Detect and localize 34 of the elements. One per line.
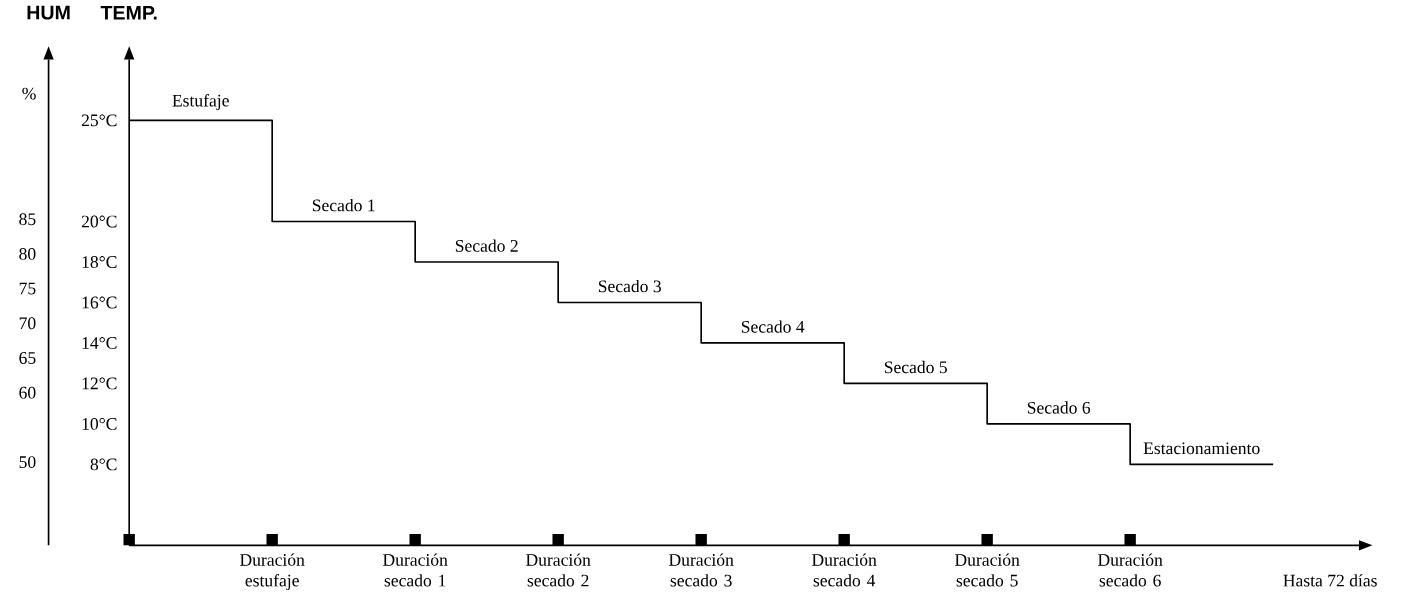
x-tick-label: Duración secado 4: [811, 553, 877, 587]
y2-tick-label: 65: [19, 351, 36, 364]
y2-tick-label: 50: [19, 455, 36, 468]
x-tick-label: Duración secado 5: [954, 553, 1020, 587]
annotation: Secado 1: [312, 198, 375, 212]
x-tick-label: Duración secado 2: [525, 553, 591, 587]
annotation: Secado 6: [1027, 401, 1091, 414]
y-tick-label: 18°C: [82, 255, 117, 268]
y-tick-label: 10°C: [82, 417, 117, 430]
y-tick-label: 16°C: [82, 296, 117, 309]
y2-tick-label: 85: [19, 213, 36, 225]
x-axis-title: Hasta 72 días: [1283, 573, 1377, 587]
y-axis-title: TEMP.: [100, 5, 157, 20]
y2-tick-label: 80: [19, 247, 36, 260]
annotation: Estufaje: [172, 93, 229, 110]
x-tick-label: Duración secado 6: [1097, 553, 1163, 587]
x-tick-label: Duración secado 3: [668, 553, 734, 587]
annotation: Secado 3: [598, 279, 661, 293]
text: %: [22, 87, 36, 100]
annotation: Secado 2: [455, 239, 518, 252]
y2-axis-title: HUM: [27, 5, 70, 20]
y2-tick-label: 60: [19, 386, 36, 399]
y-tick-label: 25°C: [81, 114, 117, 127]
annotation: Secado 5: [884, 360, 947, 374]
annotation: Estacionamiento: [1143, 442, 1260, 455]
y-tick-label: 20°C: [81, 215, 117, 228]
x-tick-label: Duración secado 1: [383, 553, 448, 587]
annotation: Secado 4: [741, 320, 805, 333]
y-tick-label: 14°C: [82, 336, 117, 349]
x-tick-label: Duración estufaje: [240, 553, 305, 590]
y-tick-label: 8°C: [90, 458, 117, 471]
y2-tick-label: 70: [19, 317, 36, 330]
y2-tick-label: 75: [19, 282, 36, 295]
y-tick-label: 12°C: [82, 377, 117, 390]
